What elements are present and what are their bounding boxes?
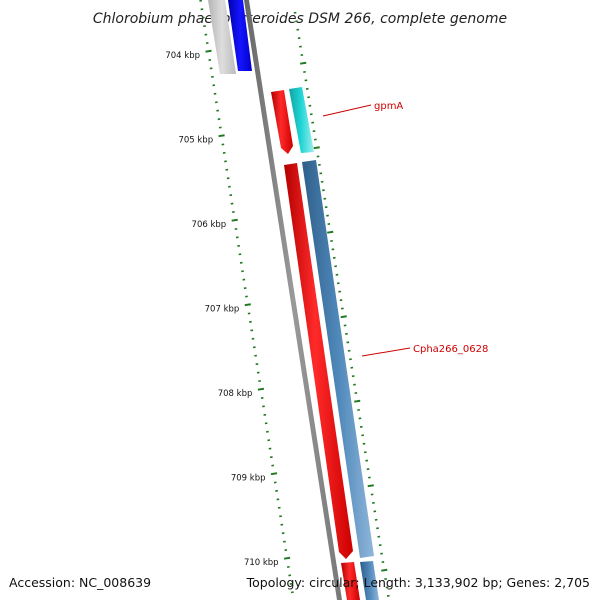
major-tick <box>300 61 307 65</box>
major-tick <box>313 146 320 150</box>
feature-cyan-gpmA[interactable] <box>289 87 314 153</box>
gene-label-cpha266-0628[interactable]: Cpha266_0628 <box>413 344 488 355</box>
outer-tick-ring <box>293 11 390 597</box>
major-tick <box>340 315 347 319</box>
tick-label: 708 kbp <box>218 389 253 399</box>
gene-label-gpmA[interactable]: gpmA <box>374 101 403 112</box>
genome-backbone <box>244 0 342 600</box>
major-tick <box>244 303 251 307</box>
tick-label: 705 kbp <box>178 136 213 146</box>
cpha266-0628-leader-line <box>361 347 411 357</box>
feature-blue-top[interactable] <box>228 0 252 71</box>
map-title: Chlorobium phaeobacteroides DSM 266, com… <box>93 11 507 27</box>
tick-label-group: 704 kbp 705 kbp 706 kbp 707 kbp 708 kbp … <box>165 51 278 568</box>
major-tick <box>354 399 361 403</box>
feature-red-gpmA[interactable] <box>271 90 293 154</box>
major-tick <box>257 387 265 391</box>
tick-label: 710 kbp <box>244 558 279 568</box>
topology-text: Topology: circular; Length: 3,133,902 bp… <box>246 575 590 590</box>
major-tick <box>218 134 225 138</box>
accession-text: Accession: NC_008639 <box>9 575 152 590</box>
major-tick <box>283 556 291 560</box>
major-tick <box>270 472 278 476</box>
feature-gray-top[interactable] <box>208 0 236 74</box>
tick-label: 704 kbp <box>165 51 200 61</box>
major-tick <box>367 484 374 488</box>
gpmA-leader-line <box>322 104 372 117</box>
tick-label: 709 kbp <box>231 474 266 484</box>
feature-steel-cpha266-0628[interactable] <box>302 160 374 558</box>
tick-label: 706 kbp <box>192 220 227 230</box>
tick-label: 707 kbp <box>205 305 240 315</box>
major-tick <box>205 49 212 53</box>
feature-steel-bottom[interactable] <box>360 561 379 600</box>
major-tick <box>231 218 238 222</box>
feature-red-cpha266-0628[interactable] <box>284 163 353 559</box>
feature-red-bottom[interactable] <box>341 562 360 600</box>
inner-tick-ring <box>199 0 294 594</box>
major-tick <box>327 230 334 234</box>
major-tick <box>381 568 388 572</box>
